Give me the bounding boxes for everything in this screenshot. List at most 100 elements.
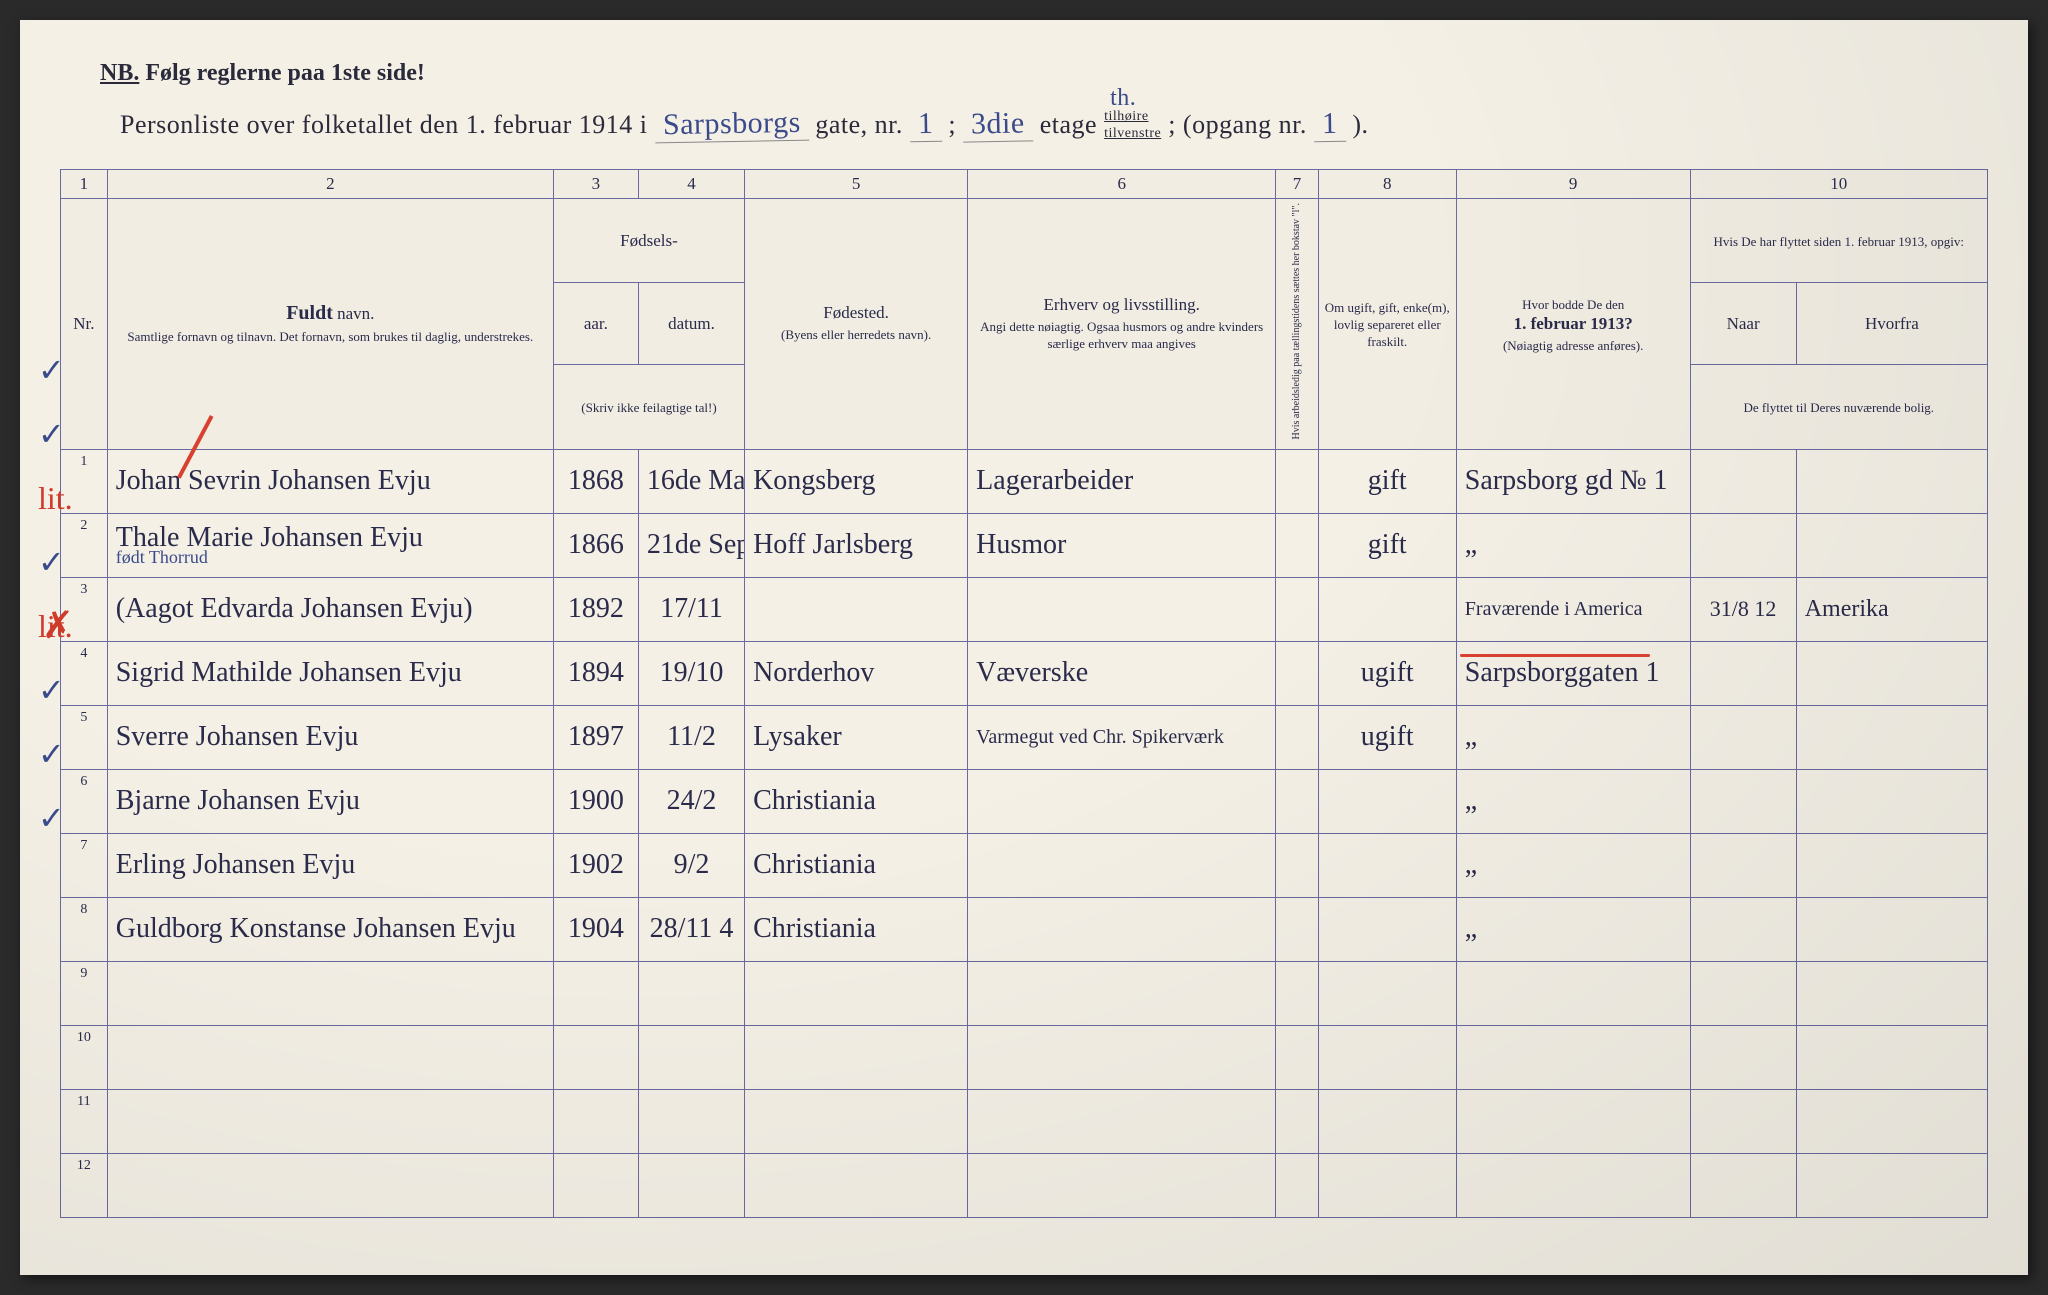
colnum-1: 1 [61, 170, 108, 199]
hdr-flyttet-sub-text: De flyttet til Deres nuværende bolig. [1697, 400, 1982, 417]
cell-col7 [1276, 961, 1318, 1025]
street-name: Sarpsborgs [654, 106, 808, 144]
table-row: 2 Thale Marie Johansen Evjufødt Thorrud … [61, 513, 1988, 577]
hdr-name-rest: navn. [333, 304, 375, 323]
cell-naar [1690, 513, 1796, 577]
hdr-name-lbl: Fuldt [286, 302, 333, 324]
cell-ugift [1318, 1025, 1456, 1089]
table-row: 9 [61, 961, 1988, 1025]
margin-marks: ✓✓lit.✓lit.✓✓✓ [38, 338, 78, 1106]
cell-aar: 1892 [553, 577, 638, 641]
cell-hvorfra: Amerika [1796, 577, 1987, 641]
cell-name: Sigrid Mathilde Johansen Evju [107, 641, 553, 705]
cell-hvorfra [1796, 705, 1987, 769]
cell-fodested: Hoff Jarlsberg [745, 513, 968, 577]
cell-datum [638, 1153, 744, 1217]
table-row: 1 Johan Sevrin Johansen Evju 1868 16de M… [61, 449, 1988, 513]
cell-bodde [1456, 1089, 1690, 1153]
cell-name [107, 1089, 553, 1153]
hdr-ugift: Om ugift, gift, enke(m), lovlig separere… [1318, 199, 1456, 449]
cell-datum: 19/10 [638, 641, 744, 705]
etage-sep: ; [948, 110, 956, 139]
hdr-naar: Naar [1690, 283, 1796, 365]
cell-erhverv [968, 1025, 1276, 1089]
cell-col7 [1276, 1153, 1318, 1217]
cell-fodested [745, 1089, 968, 1153]
hdr-name-sub: Samtlige fornavn og tilnavn. Det fornavn… [114, 329, 547, 346]
table-row: 6 Bjarne Johansen Evju 1900 24/2 Christi… [61, 769, 1988, 833]
cell-col7 [1276, 833, 1318, 897]
cell-erhverv [968, 769, 1276, 833]
cell-erhverv: Varmegut ved Chr. Spikerværk [968, 705, 1276, 769]
cell-ugift [1318, 897, 1456, 961]
cell-aar [553, 961, 638, 1025]
cell-ugift: gift [1318, 513, 1456, 577]
cell-bodde [1456, 1025, 1690, 1089]
header-row-1: Nr. Fuldt navn. Samtlige fornavn og tiln… [61, 199, 1988, 283]
cell-aar [553, 1089, 638, 1153]
cell-bodde: „ [1456, 833, 1690, 897]
cell-datum: 11/2 [638, 705, 744, 769]
cell-bodde: Fraværende i America [1456, 577, 1690, 641]
table-row: 7 Erling Johansen Evju 1902 9/2 Christia… [61, 833, 1988, 897]
cell-ugift [1318, 961, 1456, 1025]
cell-bodde: „ [1456, 769, 1690, 833]
tbody: 1 Johan Sevrin Johansen Evju 1868 16de M… [61, 449, 1988, 1217]
margin-mark: lit. [38, 466, 78, 530]
cell-fodested: Christiania [745, 897, 968, 961]
cell-naar [1690, 1153, 1796, 1217]
colnum-2: 2 [107, 170, 553, 199]
cell-col7 [1276, 641, 1318, 705]
cell-naar [1690, 961, 1796, 1025]
cell-fodested [745, 1025, 968, 1089]
cell-col7 [1276, 577, 1318, 641]
nb-prefix: NB. [100, 60, 139, 86]
table-row: 11 [61, 1089, 1988, 1153]
hdr-col7-text: Hvis arbeidsledig paa tællingstidens sæt… [1291, 203, 1302, 439]
hdr-flyttet-sub: De flyttet til Deres nuværende bolig. [1690, 365, 1988, 449]
hdr-fodsels-sub: (Skriv ikke feilagtige tal!) [553, 365, 744, 449]
hdr-flyttet-text: Hvis De har flyttet siden 1. februar 191… [1697, 234, 1982, 251]
hdr-col7: Hvis arbeidsledig paa tællingstidens sæt… [1276, 199, 1318, 449]
cell-col7 [1276, 449, 1318, 513]
cell-erhverv: Lagerarbeider [968, 449, 1276, 513]
table-row: 4 Sigrid Mathilde Johansen Evju 1894 19/… [61, 641, 1988, 705]
census-table: 1 2 3 4 5 6 7 8 9 10 Nr. Fuldt navn. Sam… [60, 169, 1988, 1217]
cell-aar [553, 1025, 638, 1089]
cell-ugift: gift [1318, 449, 1456, 513]
cell-ugift [1318, 577, 1456, 641]
cell-erhverv [968, 1089, 1276, 1153]
cell-name [107, 1025, 553, 1089]
cell-datum: 16de Mai [638, 449, 744, 513]
cell-datum [638, 961, 744, 1025]
tilhoire: tilhøire [1104, 109, 1148, 124]
cell-fodested [745, 1153, 968, 1217]
cell-naar [1690, 705, 1796, 769]
hdr-bodde: Hvor bodde De den 1. februar 1913? (Nøia… [1456, 199, 1690, 449]
hdr-fodested-lbl: Fødested. [823, 303, 889, 322]
cell-erhverv [968, 833, 1276, 897]
cell-col7 [1276, 705, 1318, 769]
cell-bodde [1456, 1153, 1690, 1217]
cell-name: Johan Sevrin Johansen Evju [107, 449, 553, 513]
cell-datum: 24/2 [638, 769, 744, 833]
margin-mark: lit. [38, 594, 78, 658]
cell-fodested [745, 961, 968, 1025]
cell-erhverv [968, 577, 1276, 641]
tilvenstre: tilvenstre [1104, 126, 1161, 141]
cell-col7 [1276, 1025, 1318, 1089]
margin-mark: ✓ [38, 658, 78, 722]
cell-hvorfra [1796, 1153, 1987, 1217]
table-row: 10 [61, 1025, 1988, 1089]
cell-ugift: ugift [1318, 641, 1456, 705]
margin-mark: ✓ [38, 402, 78, 466]
cell-ugift [1318, 1153, 1456, 1217]
cell-hvorfra [1796, 449, 1987, 513]
table-row: 5 Sverre Johansen Evju 1897 11/2 Lysaker… [61, 705, 1988, 769]
margin-mark [38, 914, 78, 978]
cell-name: Sverre Johansen Evju [107, 705, 553, 769]
hdr-fodested-sub: (Byens eller herredets navn). [751, 327, 961, 344]
nb-line: NB. Følg reglerne paa 1ste side! [100, 60, 1988, 87]
cell-hvorfra [1796, 513, 1987, 577]
colnum-9: 9 [1456, 170, 1690, 199]
